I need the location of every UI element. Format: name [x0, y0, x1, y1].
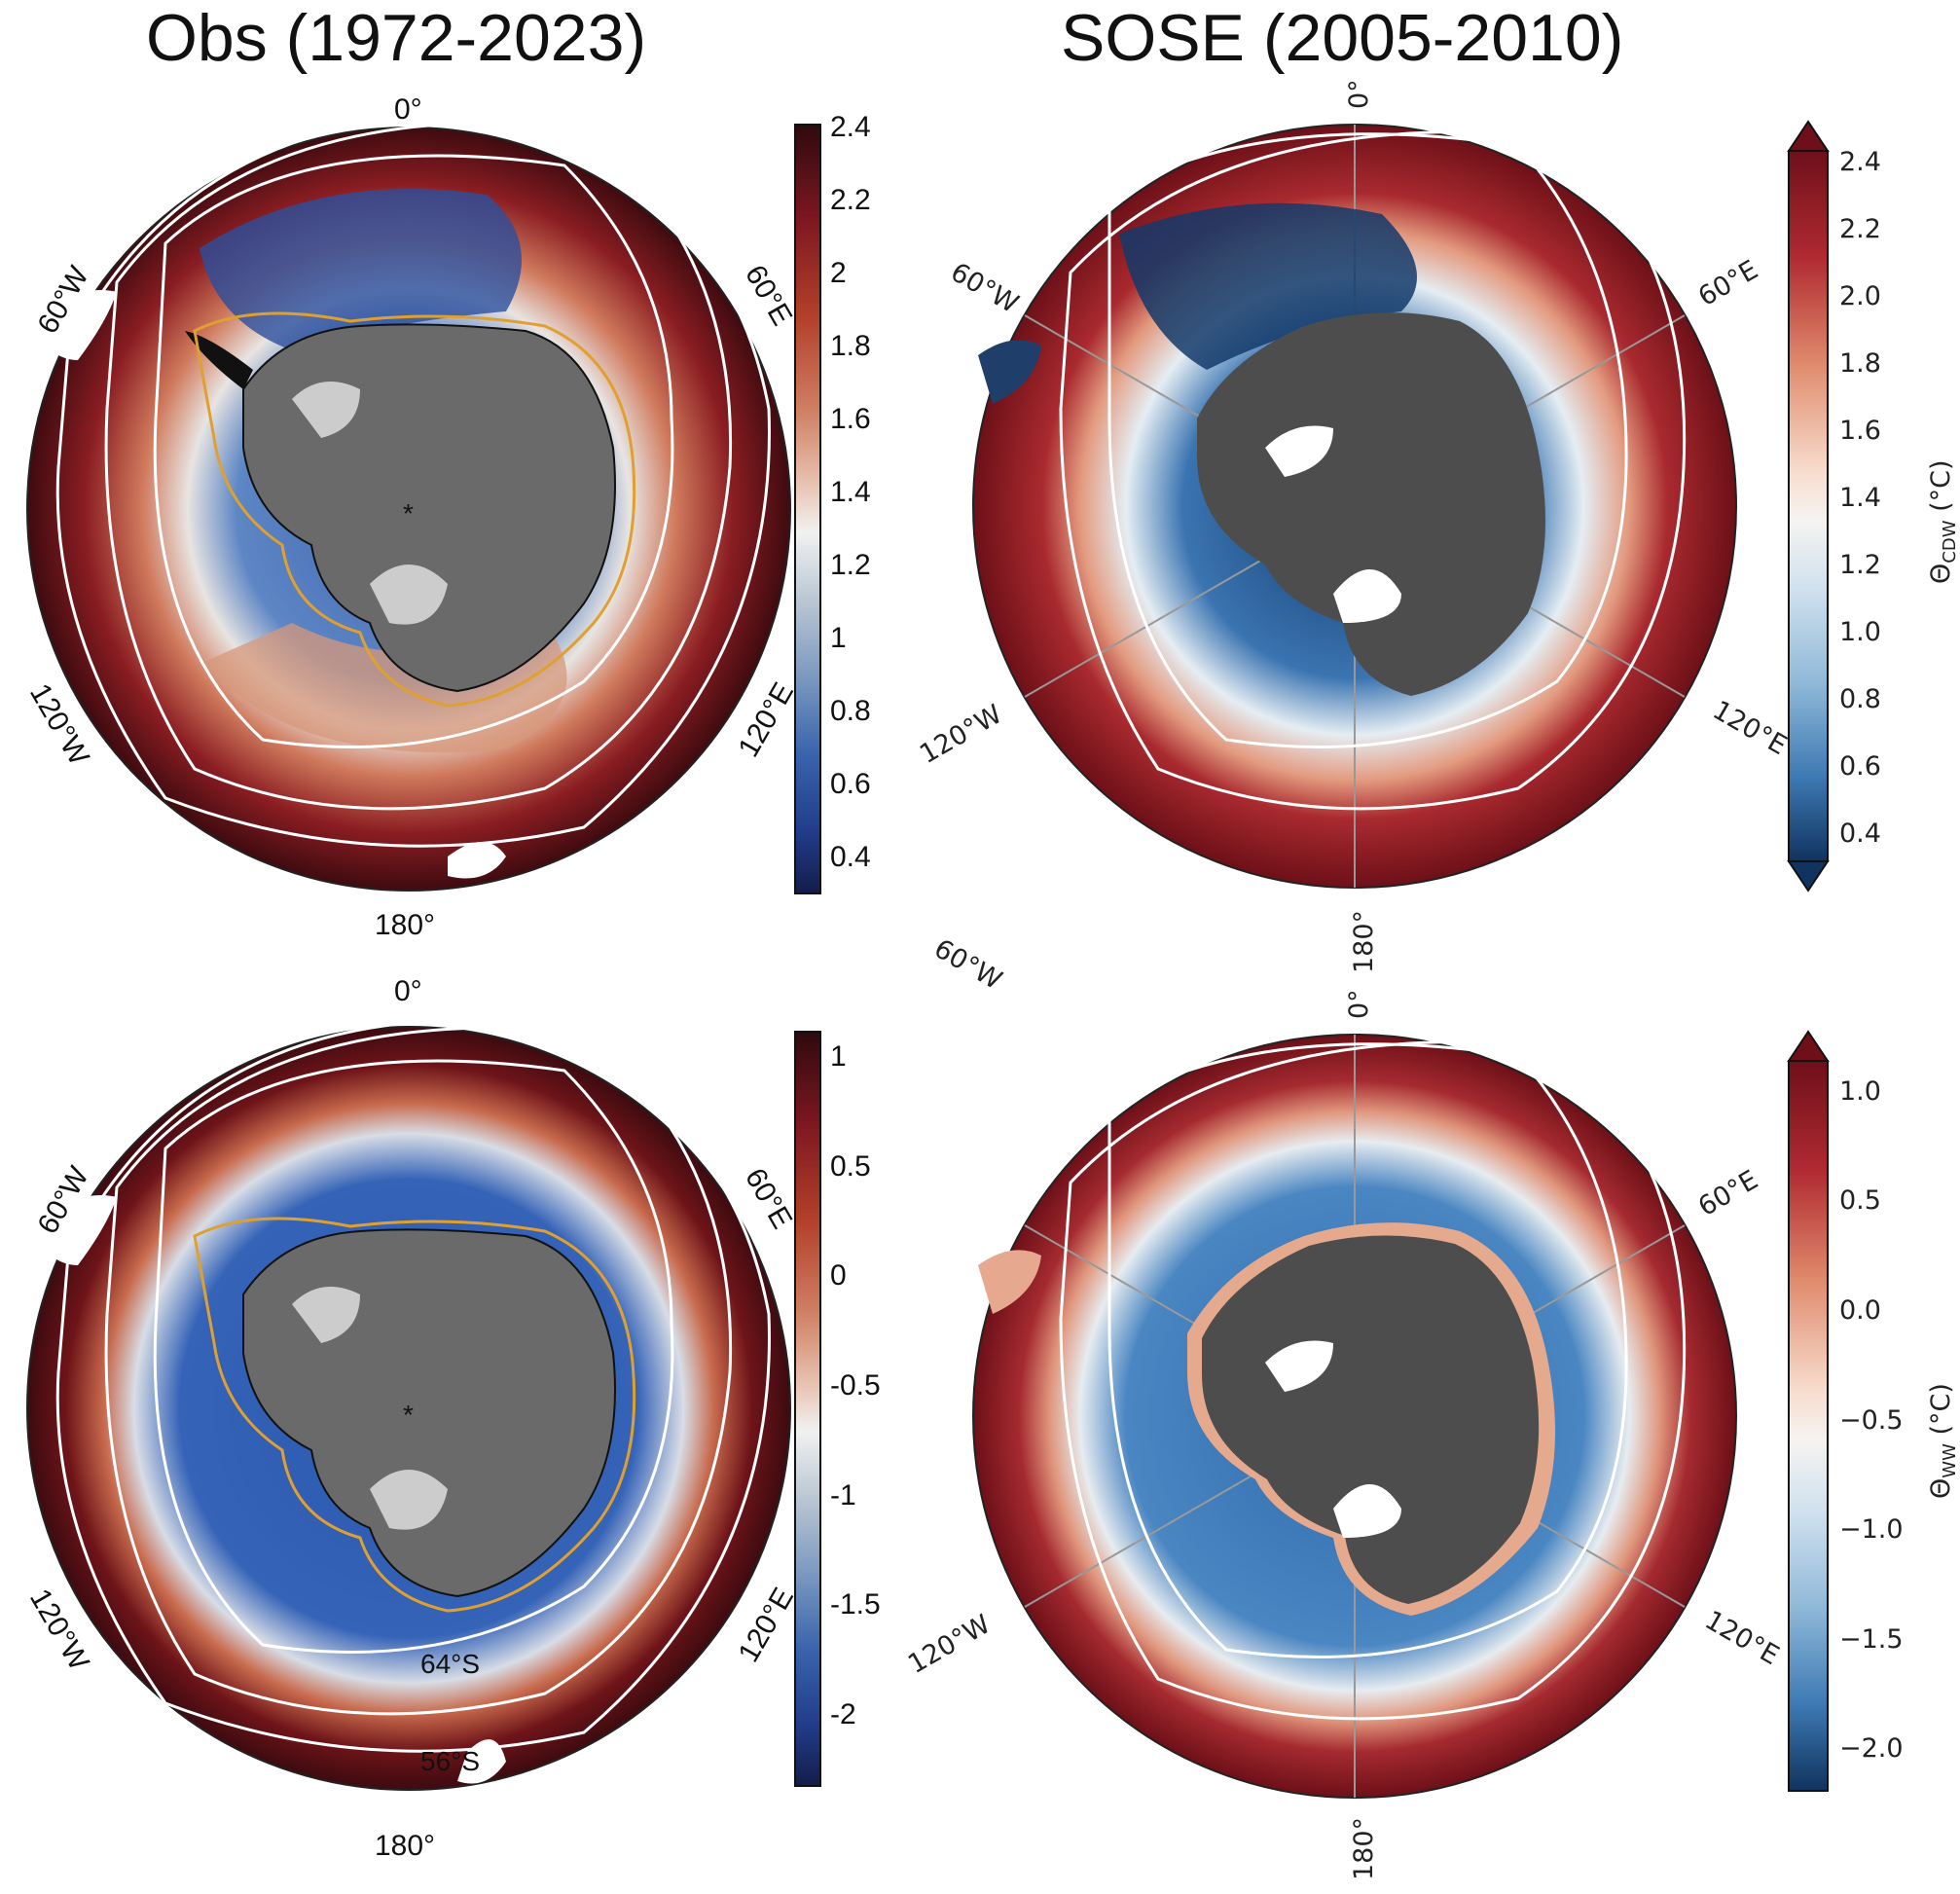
cb-tick: 0.8	[1839, 684, 1881, 714]
cb-tick: 1.2	[1839, 550, 1881, 580]
continent-land	[978, 1250, 1041, 1314]
cb-tick: −2.0	[1839, 1733, 1904, 1764]
cb-tick: 1.6	[830, 403, 871, 435]
front-contour	[55, 1020, 771, 1753]
lon-label-0: 0°	[394, 93, 422, 126]
lat-label-56s: 56°S	[420, 1746, 480, 1776]
cb-tick: 2	[830, 257, 847, 289]
lon-label-120e: 120°E	[732, 1583, 800, 1668]
antarctica-land	[1197, 312, 1545, 696]
colorbar-label: ΘWW (°C)	[1926, 1383, 1960, 1499]
front-contour	[153, 154, 674, 748]
ice-shelf-ronne	[292, 1287, 360, 1343]
cb-tick: 1	[830, 622, 847, 654]
cb-tick: 1.8	[1839, 348, 1881, 379]
front-contour	[1059, 130, 1687, 811]
colorbar-label: ΘCDW (°C)	[1926, 459, 1960, 584]
obs-ww-map: * 64°S 56°S 0° 180° 60°W 60°E 120°W 120°…	[23, 975, 881, 1862]
cb-tick: 1.2	[830, 549, 871, 581]
ice-shelf-ross	[370, 1470, 448, 1530]
ice-shelf-ronne	[1265, 1340, 1333, 1392]
weddell-deep-blue	[1119, 202, 1417, 370]
ice-shelf-ross	[370, 565, 448, 625]
continent-land	[448, 842, 506, 879]
ice-shelf-ronne	[1265, 425, 1333, 477]
obs-cdw-colorbar: 2.4 2.2 2 1.8 1.6 1.4 1.2 1 0.8 0.6 0.4	[794, 111, 871, 894]
peninsula	[185, 331, 253, 389]
cb-tick: -0.5	[830, 1369, 881, 1402]
lon-label-60e: 60°E	[739, 260, 798, 331]
cb-tick: 1.8	[830, 330, 871, 362]
cb-tick: 2.2	[830, 184, 871, 216]
cb-tick: 0.4	[1839, 819, 1881, 849]
cb-tick: 1.0	[1839, 1076, 1881, 1107]
cb-tick: 0	[830, 1259, 847, 1292]
front-contour	[1107, 132, 1628, 748]
cb-tick: −1.5	[1839, 1624, 1904, 1655]
cb-tick: 0.4	[830, 841, 871, 873]
cb-tick: 1.0	[1839, 617, 1881, 647]
front-contour	[1107, 1042, 1628, 1658]
lon-label-180: 180°	[1349, 910, 1379, 973]
weddell-deep-blue	[200, 189, 522, 350]
obs-ww-colorbar: 1 0.5 0 -0.5 -1 -1.5 -2	[794, 1031, 881, 1787]
lon-label-0: 0°	[1344, 79, 1374, 109]
obs-cdw-map: * 0° 180° 60°W 60°E 120°W 120°E 2.4 2.2 …	[23, 93, 871, 941]
lon-label-60e: 60°E	[1693, 255, 1763, 312]
ice-shelf-ronne	[292, 382, 360, 438]
cb-tick: 0.8	[830, 695, 871, 727]
front-contour	[104, 121, 733, 811]
cb-tick: -2	[830, 1698, 856, 1730]
continent-land	[457, 1739, 506, 1784]
ice-shelf-ross	[1333, 1484, 1401, 1538]
cb-tick: 2.4	[1839, 147, 1881, 177]
lat-label-64s: 64°S	[420, 1649, 480, 1679]
title-left: Obs (1972-2023)	[146, 1, 647, 75]
lon-label-0: 0°	[1344, 989, 1374, 1019]
cb-tick: 1.6	[1839, 416, 1881, 446]
cb-tick: 2.4	[830, 111, 871, 143]
cb-tick: -1	[830, 1479, 856, 1512]
cb-tick: 0.5	[830, 1150, 871, 1183]
south-pole-marker: *	[403, 498, 414, 528]
lon-label-120e: 120°E	[1708, 695, 1793, 761]
south-pole-marker: *	[403, 1400, 414, 1430]
cb-tick: 1.4	[830, 476, 871, 508]
sose-ww-colorbar: 1.0 0.5 0.0 −0.5 −1.0 −1.5 −2.0 ΘWW (°C)	[1787, 1030, 1960, 1792]
cb-tick: −0.5	[1839, 1405, 1904, 1436]
lon-label-60e: 60°E	[1693, 1165, 1763, 1222]
cb-tick: 0.0	[1839, 1295, 1881, 1326]
cb-tick: 2.0	[1839, 281, 1881, 311]
cb-tick: −1.0	[1839, 1514, 1904, 1545]
lon-label-180: 180°	[375, 909, 435, 941]
lon-label-0: 0°	[394, 975, 422, 1007]
title-right: SOSE (2005-2010)	[1061, 1, 1624, 75]
shelf-contour	[193, 1217, 636, 1613]
lon-label-60e: 60°E	[739, 1163, 798, 1234]
continent-land	[29, 290, 117, 360]
lon-label-180: 180°	[1349, 1817, 1379, 1880]
front-contour	[1059, 1040, 1687, 1721]
cb-tick: 0.6	[830, 768, 871, 800]
front-contour	[104, 1026, 733, 1716]
lon-label-120e: 120°E	[1700, 1605, 1785, 1671]
cb-tick: 2.2	[1839, 214, 1881, 244]
cb-tick: 0.6	[1839, 751, 1881, 782]
cb-tick: 1.4	[1839, 483, 1881, 513]
ice-shelf-ross	[1333, 569, 1401, 623]
antarctica-land	[1202, 1235, 1540, 1604]
cb-tick: 0.5	[1839, 1185, 1881, 1216]
cb-tick: 1	[830, 1040, 847, 1073]
continent-land	[29, 1195, 117, 1265]
continent-land	[978, 340, 1041, 404]
sose-cdw-colorbar: 2.4 2.2 2.0 1.8 1.6 1.4 1.2 1.0 0.8 0.6 …	[1787, 120, 1960, 892]
cb-tick: -1.5	[830, 1588, 881, 1621]
sose-cdw-map: 0° 180° 60°W 60°E 120°W 120°E 2.4 2.2 2.…	[915, 79, 1960, 973]
front-contour	[55, 115, 771, 848]
lon-label-180: 180°	[375, 1830, 435, 1862]
sose-ww-map: 0° 180° 60°W 60°E 120°W 120°E 1.0 0.5 0.…	[903, 933, 1960, 1880]
front-contour	[153, 1059, 674, 1654]
shelf-contour	[193, 311, 636, 708]
